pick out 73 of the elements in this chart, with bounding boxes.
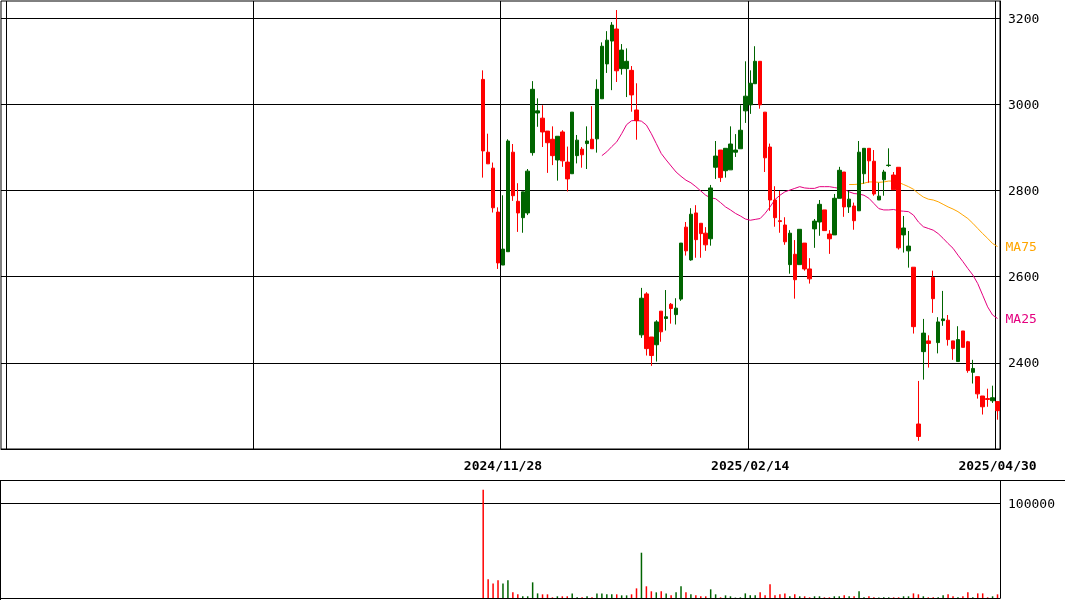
candlestick <box>481 69 485 179</box>
candlestick <box>654 319 659 363</box>
candlestick <box>946 314 950 347</box>
y-tick-label: 3200 <box>1008 10 1040 26</box>
line-series <box>848 180 999 248</box>
candlestick <box>708 184 713 247</box>
candlestick <box>793 239 797 300</box>
candlestick <box>496 206 500 270</box>
candlestick <box>713 140 718 180</box>
candlestick <box>684 221 688 257</box>
candlestick <box>886 147 891 168</box>
candlestick <box>486 133 490 165</box>
candlestick <box>614 9 619 83</box>
candlestick <box>971 359 975 385</box>
candlestick <box>516 182 520 233</box>
candlestick <box>906 230 911 269</box>
candlestick <box>941 290 945 327</box>
y-tick-label: 3000 <box>1008 96 1040 112</box>
x-tick-label: 2024/11/28 <box>463 458 543 473</box>
candlestick <box>560 129 565 168</box>
candlestick <box>995 401 1000 421</box>
candlestick <box>877 182 881 201</box>
candlestick <box>822 209 827 232</box>
candlestick <box>956 325 960 363</box>
y-tick-label: 100000 <box>1008 496 1055 512</box>
candlestick <box>916 380 921 442</box>
candlestick <box>555 135 560 182</box>
candlestick <box>921 318 926 381</box>
candlestick <box>931 270 935 314</box>
x-tick-label: 2025/04/30 <box>958 458 1037 473</box>
candlestick <box>926 334 931 369</box>
candlestick <box>990 385 995 404</box>
candlestick <box>758 60 762 110</box>
series-label: MA25 <box>1005 310 1037 326</box>
candlestick <box>738 104 743 150</box>
candlestick <box>639 287 644 339</box>
candlestick <box>975 376 980 400</box>
x-tick-label: 2025/02/14 <box>711 458 790 473</box>
candlestick <box>689 207 693 262</box>
candlestick <box>783 216 787 246</box>
candlestick <box>669 302 673 325</box>
candlestick <box>951 340 955 361</box>
candlestick <box>797 228 802 266</box>
candlestick <box>634 82 639 141</box>
candlestick <box>659 310 663 343</box>
candlestick <box>580 146 584 169</box>
candlestick <box>882 169 886 197</box>
candlestick <box>565 146 570 192</box>
candlestick <box>788 229 792 275</box>
y-tick-label: 2400 <box>1008 355 1040 371</box>
line-series <box>601 119 999 319</box>
y-tick-label: 2800 <box>1008 183 1040 199</box>
candlestick <box>847 190 851 214</box>
candlestick <box>778 190 782 234</box>
candlestick <box>664 289 668 332</box>
candlestick <box>852 202 856 231</box>
candlestick <box>679 242 683 302</box>
candlestick <box>936 316 940 354</box>
candlestick <box>842 171 846 218</box>
candlestick <box>491 162 495 214</box>
candlestick <box>511 143 515 202</box>
candlestick <box>590 105 594 150</box>
candlestick <box>585 125 589 170</box>
candlestick <box>827 229 832 255</box>
candlestick <box>867 147 871 184</box>
candlestick <box>674 297 678 326</box>
y-tick-label: 2600 <box>1008 269 1040 285</box>
candlestick <box>901 215 906 254</box>
candlestick <box>718 149 723 183</box>
candlestick <box>629 65 634 113</box>
series-label: MA75 <box>1005 239 1037 255</box>
candlestick <box>911 266 916 335</box>
candlestick <box>872 149 876 197</box>
